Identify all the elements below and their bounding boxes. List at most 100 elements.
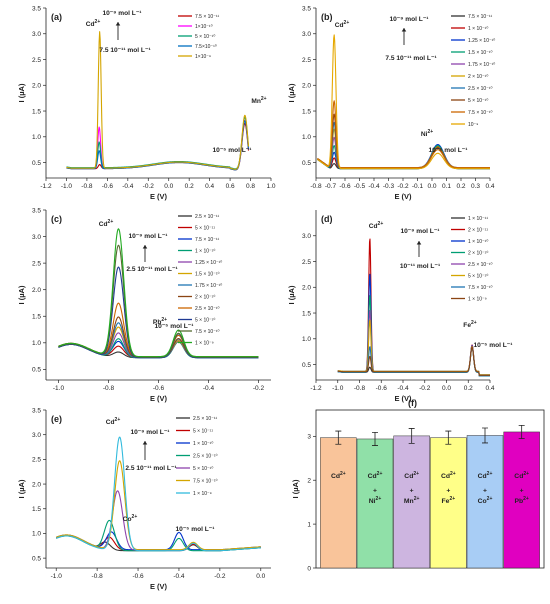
legend-label: 7.5 × 10⁻¹¹ (195, 237, 220, 243)
bar (503, 431, 540, 569)
x-tick-label: -0.2 (214, 573, 226, 580)
cd-peak-label: Cd2+ (369, 221, 384, 230)
series-line (56, 436, 261, 552)
ion-peak-label: Pb2+ (153, 317, 167, 326)
cd-peak-label: Cd2+ (335, 20, 350, 29)
panel-label: (c) (51, 214, 62, 224)
series-group (56, 436, 261, 552)
x-axis-title: E (V) (150, 582, 168, 591)
panel-3: -1.2 -1.0 -0.8 -0.6 -0.4 -0.2 0.0 0.2 0.4 0.5 1.0 1… (287, 210, 495, 403)
panel-label: (f) (408, 398, 417, 408)
bar-second-ion-label: Pb2+ (514, 496, 528, 505)
x-tick-label: -1.0 (332, 385, 344, 392)
legend-label: 7.5 × 10⁻¹⁰ (468, 110, 493, 116)
series-line (58, 326, 259, 358)
legend-label: 1.25 × 10⁻¹⁰ (468, 38, 495, 44)
x-tick-label: 0.0 (427, 183, 436, 190)
bar-second-ion-label: Mn2+ (404, 496, 420, 505)
legend-label: 1.5 × 10⁻¹⁰ (195, 271, 220, 277)
bar-category-label: Cd2+ (514, 471, 529, 480)
x-tick-label: -0.2 (419, 385, 431, 392)
y-axis-title: I (µA) (17, 479, 26, 498)
series-group (337, 238, 490, 377)
legend-label: 2 × 10⁻¹⁰ (468, 74, 488, 80)
arrow-head-icon (401, 28, 407, 32)
x-tick-label: 0.6 (226, 183, 235, 190)
y-tick-label: 1.5 (302, 108, 311, 115)
cd-peak-label: Cd2+ (106, 417, 121, 426)
y-tick-label: 3.0 (32, 31, 41, 38)
series-line (56, 531, 261, 551)
x-tick-label: 0.8 (246, 183, 255, 190)
legend-label: 1.75 × 10⁻¹⁰ (468, 62, 495, 68)
panel-0: -1.2 -1.0 -0.8 -0.6 -0.4 -0.2 0.0 0.2 0.4 0.6 0.8 1… (17, 5, 276, 201)
annotations: Cd2+ 10⁻⁹ mol L⁻¹ 2.5 10⁻¹¹ mol L⁻¹ Co2+ 10⁻… (106, 417, 215, 533)
x-tick-label: 0.0 (256, 573, 265, 580)
annotation-ion: 10⁻⁵ mol L⁻¹ (175, 526, 214, 533)
legend-label: 2.5 × 10⁻¹⁰ (468, 262, 493, 268)
y-tick-label: 0.5 (32, 555, 41, 562)
series-line (56, 490, 261, 551)
legend-label: 7.5 × 10⁻¹¹ (195, 14, 220, 20)
legend-label: 10⁻⁹ (468, 122, 478, 128)
legend: 7.5 × 10⁻¹¹ 1 × 10⁻¹⁰ 1.25 × 10⁻¹⁰ 1.5 × 10… (451, 14, 495, 128)
x-axis-title: E (V) (394, 394, 412, 403)
legend-label: 1.25 × 10⁻¹⁰ (195, 260, 222, 266)
y-tick-label: 1.5 (302, 310, 311, 317)
panel-label: (b) (321, 12, 333, 22)
bar-category-label: Cd2+ (441, 471, 456, 480)
series-line (58, 332, 259, 358)
y-tick-label: 3.0 (302, 233, 311, 240)
y-tick-label: 2.0 (32, 83, 41, 90)
panel-1: -0.8 -0.7 -0.6 -0.5 -0.4 -0.3 -0.2 -0.1 0.0 0.1 0.… (287, 5, 495, 201)
x-axis-title: E (V) (150, 394, 168, 403)
ion-peak-label: Mn2+ (251, 96, 266, 105)
y-tick-label: 1.0 (32, 531, 41, 538)
y-tick-label: 0.5 (32, 367, 41, 374)
bar-category-label: Cd2+ (404, 471, 419, 480)
panel-label: (d) (321, 214, 333, 224)
x-tick-label: -0.8 (92, 573, 104, 580)
x-tick-label: -0.8 (310, 183, 322, 190)
series-line (66, 116, 250, 170)
annotation-ion: 10⁻⁵ mol L⁻¹ (428, 147, 467, 154)
legend-label: 7.5 × 10⁻¹⁰ (193, 478, 218, 484)
y-tick-label: 2.0 (32, 481, 41, 488)
x-tick-label: -0.2 (253, 385, 265, 392)
annotation-high: 10⁻⁹ mol L⁻¹ (130, 429, 169, 436)
panel-label: (a) (51, 12, 62, 22)
x-tick-label: 0.4 (485, 385, 494, 392)
annotation-ion: 10⁻⁵ mol L⁻¹ (154, 323, 193, 330)
annotation-high: 10⁻⁹ mol L⁻¹ (389, 16, 428, 23)
legend-label: 5 × 10⁻¹¹ (195, 225, 215, 231)
arrow-head-icon (142, 441, 148, 445)
ion-peak-label: Fe2+ (463, 320, 476, 329)
legend-label: 2 × 10⁻¹¹ (468, 227, 488, 233)
bar-second-ion-label: Co2+ (478, 496, 493, 505)
x-tick-label: -0.6 (339, 183, 351, 190)
bar-category-label: Cd2+ (331, 471, 346, 480)
y-tick-label: 3.5 (32, 5, 41, 12)
series-line (56, 460, 261, 551)
annotation-ion: 10⁻⁵ mol L⁻¹ (473, 342, 512, 349)
legend-label: 2 × 10⁻¹⁰ (195, 294, 215, 300)
legend-label: 2.5 × 10⁻¹¹ (193, 416, 218, 422)
annotation-low: 2.5 10⁻¹¹ mol L⁻¹ (126, 266, 177, 273)
x-tick-label: 0.0 (164, 183, 173, 190)
legend-label: 2.5 × 10⁻¹⁰ (195, 306, 220, 312)
plot-frame (315, 409, 545, 569)
x-tick-label: 0.1 (442, 183, 451, 190)
legend-label: 7.5 × 10⁻¹⁰ (468, 285, 493, 291)
legend-label: 7.5 × 10⁻¹⁰ (195, 329, 220, 335)
y-tick-label: 2.0 (32, 287, 41, 294)
legend-label: 2.5 × 10⁻¹¹ (195, 214, 220, 220)
series-line (317, 121, 490, 170)
arrow-head-icon (142, 245, 148, 249)
legend-label: 1 × 10⁻¹⁰ (468, 26, 488, 32)
y-tick-label: 1.5 (32, 314, 41, 321)
legend: 2.5 × 10⁻¹¹ 5 × 10⁻¹¹ 7.5 × 10⁻¹¹ 1 × 10⁻¹⁰… (178, 214, 222, 346)
y-axis-title: I (µA) (287, 285, 296, 304)
bar (430, 437, 467, 569)
series-line (317, 100, 490, 169)
y-tick-label: 3 (307, 434, 311, 441)
